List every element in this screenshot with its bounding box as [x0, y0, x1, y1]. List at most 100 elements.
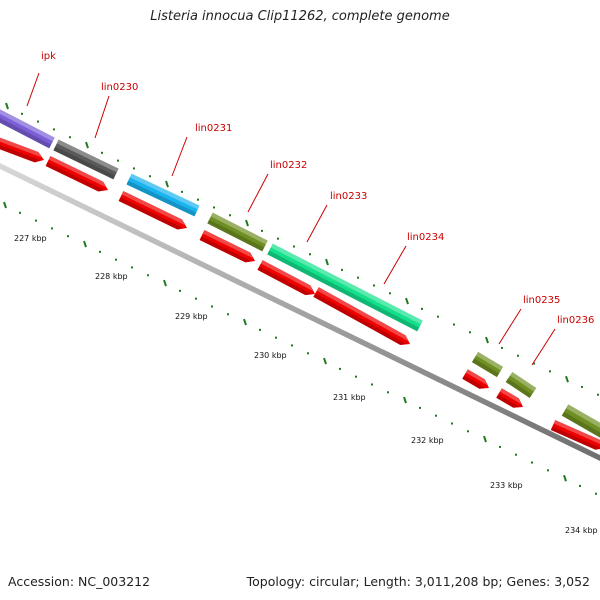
leader-line [26, 72, 40, 107]
scale-dot [53, 128, 55, 131]
tick-mark [323, 357, 327, 365]
scale-dot [293, 245, 295, 248]
leader-line [247, 173, 269, 213]
gene-bar [126, 173, 200, 217]
topology-text: Topology: circular; Length: 3,011,208 bp… [246, 574, 590, 589]
accession-text: Accession: NC_003212 [8, 574, 151, 589]
scale-dot [291, 344, 293, 347]
scale-dot [547, 469, 549, 472]
tick-mark [483, 435, 487, 443]
gene-label: lin0236 [557, 315, 594, 326]
gene-bar [471, 351, 504, 378]
gene-label: lin0232 [270, 160, 307, 171]
leader-line [306, 204, 328, 243]
gene-bar [207, 212, 268, 252]
scale-dot [597, 393, 599, 396]
scale-dot [531, 461, 533, 464]
scale-dot [99, 250, 101, 253]
cds-arrow [496, 388, 524, 408]
scale-dot [373, 284, 375, 287]
tick-mark [563, 474, 567, 482]
tick-mark [3, 201, 7, 209]
scale-dot [277, 237, 279, 240]
scale-dot [549, 370, 551, 373]
scale-tick-label: 229 kbp [175, 312, 208, 321]
scale-dot [435, 414, 437, 417]
leader-line [94, 95, 110, 139]
scale-dot [453, 323, 455, 326]
scale-dot [101, 151, 103, 154]
scale-dot [357, 276, 359, 279]
scale-dot [469, 331, 471, 334]
tick-mark [485, 336, 489, 344]
scale-dot [69, 136, 71, 139]
scale-dot [581, 385, 583, 388]
scale-dot [213, 206, 215, 209]
scale-dot [517, 354, 519, 357]
scale-dot [211, 305, 213, 308]
tick-mark [245, 219, 249, 227]
gene-label: lin0231 [195, 123, 232, 134]
scale-dot [51, 227, 53, 230]
cds-arrow [550, 419, 600, 450]
scale-dot [195, 297, 197, 300]
cds-arrow [462, 369, 490, 389]
gene-label: lin0230 [101, 82, 138, 93]
scale-dot [229, 214, 231, 217]
scale-dot [437, 315, 439, 318]
scale-dot [419, 406, 421, 409]
scale-dot [181, 190, 183, 193]
leader-line [498, 308, 522, 345]
cds-arrow [0, 136, 44, 163]
scale-dot [421, 307, 423, 310]
scale-dot [307, 352, 309, 355]
gene-label: lin0235 [523, 295, 560, 306]
scale-tick-label: 234 kbp [565, 526, 598, 535]
scale-dot [533, 362, 535, 365]
scale-tick-label: 232 kbp [411, 436, 444, 445]
tick-mark [325, 258, 329, 266]
leader-line [531, 328, 556, 366]
scale-dot [515, 453, 517, 456]
scale-dot [467, 430, 469, 433]
scale-dot [451, 422, 453, 425]
scale-dot [371, 383, 373, 386]
map-title: Listeria innocua Clip11262, complete gen… [150, 9, 450, 24]
scale-dot [275, 336, 277, 339]
cds-arrow [313, 287, 410, 345]
scale-dot [389, 292, 391, 295]
tick-mark [165, 180, 169, 188]
tick-mark [83, 240, 87, 248]
tick-mark [243, 318, 247, 326]
scale-tick-label: 230 kbp [254, 351, 287, 360]
scale-dot [339, 367, 341, 370]
cds-arrow [45, 156, 108, 192]
scale-dot [579, 484, 581, 487]
scale-dot [387, 391, 389, 394]
scale-dot [21, 112, 23, 115]
scale-dot [355, 375, 357, 378]
scale-dot [499, 445, 501, 448]
scale-dot [133, 167, 135, 170]
gene-label: lin0233 [330, 191, 367, 202]
cds-arrow [199, 230, 256, 263]
scale-dot [131, 266, 133, 269]
scale-dot [595, 492, 597, 495]
cds-arrow [257, 260, 316, 296]
gene-bar [505, 372, 537, 398]
leader-line [171, 136, 188, 177]
scale-dot [227, 313, 229, 316]
scale-tick-label: 231 kbp [333, 393, 366, 402]
gene-label: ipk [41, 51, 56, 62]
scale-dot [35, 219, 37, 222]
gene-bar [561, 404, 600, 439]
scale-dot [149, 175, 151, 178]
leader-line [383, 245, 407, 285]
gene-label: lin0234 [407, 232, 444, 243]
genome-backbone [0, 163, 600, 461]
scale-dot [117, 159, 119, 162]
scale-dot [67, 235, 69, 238]
scale-dot [341, 268, 343, 271]
scale-dot [147, 274, 149, 277]
